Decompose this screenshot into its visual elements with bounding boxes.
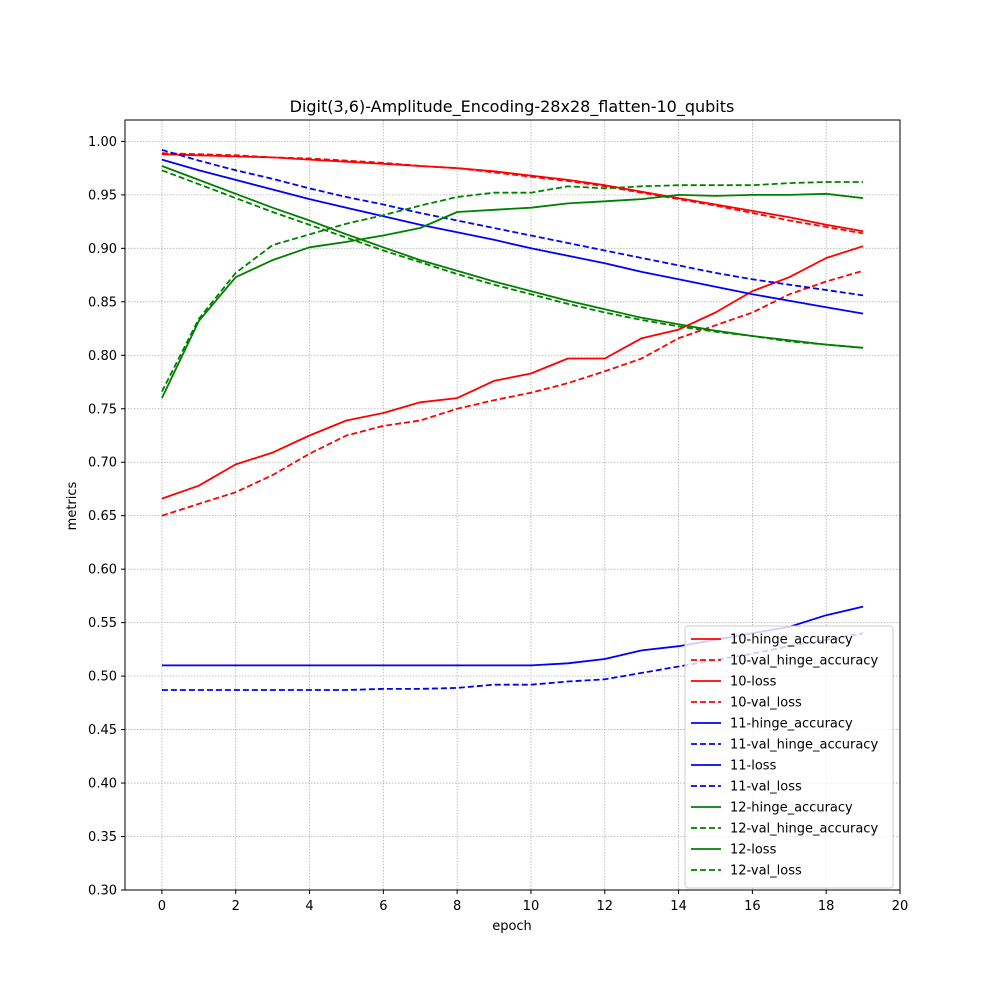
plot-frame	[124, 119, 901, 891]
series-line-10-val_hinge_accuracy	[161, 269, 864, 517]
x-tick-label: 20	[892, 899, 909, 914]
legend: 10-hinge_accuracy 10-val_hinge_accuracy 10…	[684, 625, 894, 889]
x-tick-label: 16	[744, 899, 761, 914]
legend-label: 11-loss	[730, 759, 777, 774]
y-tick-label: 0.60	[88, 563, 117, 578]
legend-box	[684, 625, 894, 889]
plot-series	[161, 149, 864, 691]
y-tick-label: 0.70	[88, 456, 117, 471]
legend-label: 10-val_loss	[730, 696, 802, 711]
x-tick-label: 12	[596, 899, 613, 914]
legend-label: 12-loss	[730, 843, 777, 858]
legend-label: 10-hinge_accuracy	[730, 633, 853, 648]
y-tick-label: 0.65	[88, 509, 117, 524]
x-tick-label: 8	[453, 899, 461, 914]
x-tick-label: 18	[818, 899, 835, 914]
y-tick-label: 0.40	[88, 777, 117, 792]
x-axis-title: epoch	[492, 919, 532, 934]
y-tick-label: 0.85	[88, 295, 117, 310]
legend-label: 12-val_loss	[730, 864, 802, 879]
legend-label: 11-hinge_accuracy	[730, 717, 853, 732]
y-tick-label: 0.55	[88, 616, 117, 631]
y-tick-label: 0.90	[88, 242, 117, 257]
x-tick-label: 6	[379, 899, 387, 914]
x-tick-label: 0	[158, 899, 166, 914]
series-line-11-loss	[161, 158, 864, 315]
legend-label: 10-val_hinge_accuracy	[730, 654, 878, 669]
legend-label: 12-val_hinge_accuracy	[730, 822, 878, 837]
x-tick-label: 2	[232, 899, 240, 914]
series-line-10-val_loss	[161, 152, 864, 235]
y-tick-label: 0.35	[88, 830, 117, 845]
legend-label: 10-loss	[730, 675, 777, 690]
series-line-10-loss	[161, 153, 864, 233]
y-tick-label: 0.30	[88, 884, 117, 899]
y-tick-label: 1.00	[88, 135, 117, 150]
legend-label: 11-val_loss	[730, 780, 802, 795]
legend-label: 11-val_hinge_accuracy	[730, 738, 878, 753]
x-tick-label: 4	[305, 899, 313, 914]
legend-label: 12-hinge_accuracy	[730, 801, 853, 816]
y-tick-label: 0.75	[88, 402, 117, 417]
x-tick-label: 14	[670, 899, 687, 914]
series-line-12-val_hinge_accuracy	[161, 181, 864, 393]
y-axis-title: metrics	[65, 481, 80, 530]
series-line-10-hinge_accuracy	[161, 245, 864, 500]
y-tick-label: 0.95	[88, 188, 117, 203]
x-tick-label: 10	[523, 899, 540, 914]
series-line-11-val_loss	[161, 149, 864, 297]
series-line-12-val_loss	[161, 169, 864, 349]
y-tick-label: 0.45	[88, 723, 117, 738]
series-line-12-hinge_accuracy	[161, 192, 864, 399]
chart-title: Digit(3,6)-Amplitude_Encoding-28x28_flat…	[290, 97, 735, 117]
y-tick-label: 0.50	[88, 670, 117, 685]
axis-ticks: 0 2 4 6 8 10 12 14 16 18 20 0.30 0.35 0.40 0.45 0.50 0.5…	[88, 135, 908, 914]
y-tick-label: 0.80	[88, 349, 117, 364]
